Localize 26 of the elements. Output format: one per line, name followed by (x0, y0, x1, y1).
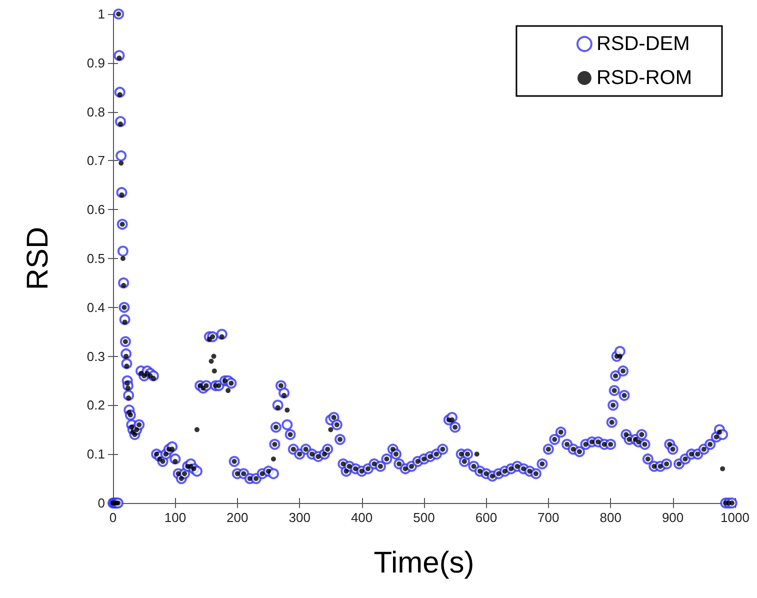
y-tick-label: 0.4 (86, 300, 105, 315)
y-tick-label: 0.8 (86, 104, 105, 120)
x-tick-label: 100 (164, 510, 186, 525)
y-tick-label: 0.9 (86, 55, 105, 70)
y-tick-label: 0.5 (86, 251, 105, 266)
y-tick-label: 0.6 (86, 202, 105, 218)
y-tick-label: 0 (98, 496, 105, 510)
legend-label: RSD-ROM (596, 67, 692, 89)
x-tick-label: 500 (413, 510, 435, 525)
legend-label: RSD-DEM (596, 33, 690, 55)
x-tick-label: 400 (350, 510, 373, 525)
x-tick-label: 600 (475, 510, 498, 525)
x-tick-label: 0 (109, 510, 117, 525)
x-tick-label: 1000 (720, 510, 750, 525)
x-tick-label: 200 (226, 510, 248, 525)
y-axis-title: RSD (22, 226, 54, 290)
x-tick-label: 300 (288, 510, 310, 525)
y-tick-label: 0.7 (86, 153, 105, 168)
x-tick-label: 700 (538, 510, 560, 525)
x-tick-label: 900 (662, 510, 684, 525)
y-tick-label: 1 (98, 6, 105, 22)
y-tick-label: 0.3 (86, 348, 105, 364)
y-tick-label: 0.2 (86, 398, 105, 413)
y-tick-label: 0.1 (86, 446, 105, 462)
x-axis-title: Time(s) (374, 546, 474, 580)
x-tick-label: 800 (600, 510, 622, 525)
